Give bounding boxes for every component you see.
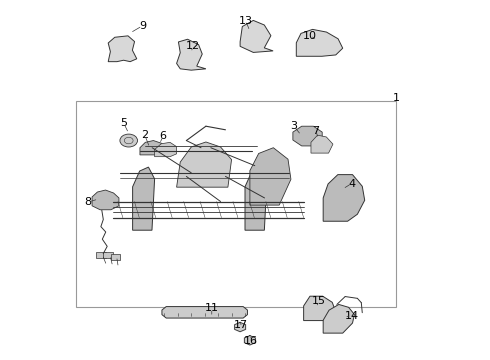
Text: 7: 7 xyxy=(312,126,319,135)
Text: 6: 6 xyxy=(159,131,167,141)
Text: 15: 15 xyxy=(312,296,326,306)
Text: 9: 9 xyxy=(139,21,146,31)
Text: 2: 2 xyxy=(141,130,148,140)
Polygon shape xyxy=(108,36,137,62)
Bar xyxy=(96,252,106,258)
Circle shape xyxy=(120,134,138,147)
Bar xyxy=(111,254,121,260)
Bar xyxy=(76,101,396,307)
Polygon shape xyxy=(176,39,206,70)
Text: 17: 17 xyxy=(234,320,248,329)
Text: 16: 16 xyxy=(244,336,258,346)
Polygon shape xyxy=(293,126,322,146)
Polygon shape xyxy=(92,190,119,210)
Polygon shape xyxy=(250,148,291,205)
Polygon shape xyxy=(162,307,247,318)
Bar xyxy=(103,252,113,258)
Polygon shape xyxy=(245,167,267,230)
Polygon shape xyxy=(235,322,245,332)
Text: 5: 5 xyxy=(121,118,127,128)
Polygon shape xyxy=(133,167,155,230)
Text: 10: 10 xyxy=(303,31,317,41)
Polygon shape xyxy=(176,142,232,187)
Polygon shape xyxy=(155,142,176,157)
Text: 12: 12 xyxy=(186,41,200,51)
Polygon shape xyxy=(140,140,167,155)
Text: 4: 4 xyxy=(348,179,355,189)
Text: 8: 8 xyxy=(84,197,91,207)
Polygon shape xyxy=(323,305,354,333)
Text: 11: 11 xyxy=(205,303,219,314)
Polygon shape xyxy=(311,135,333,153)
Text: 14: 14 xyxy=(344,311,359,320)
Polygon shape xyxy=(296,30,343,56)
Polygon shape xyxy=(304,296,335,320)
Polygon shape xyxy=(323,175,365,221)
Text: 1: 1 xyxy=(393,93,400,103)
Polygon shape xyxy=(245,336,255,345)
Polygon shape xyxy=(240,21,273,53)
Text: 3: 3 xyxy=(291,121,297,131)
Text: 13: 13 xyxy=(239,17,253,27)
